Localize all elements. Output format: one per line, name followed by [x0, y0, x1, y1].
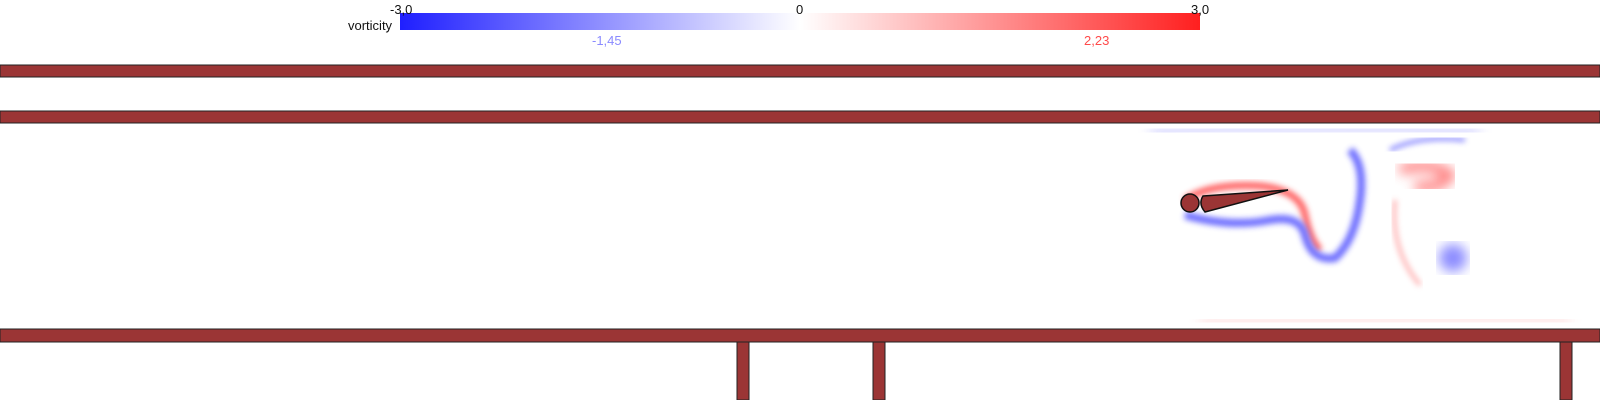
body-tail: [1200, 189, 1289, 213]
red-shear-layer: [1183, 182, 1323, 253]
upper-walls: [0, 64, 1600, 124]
blue-shear-layer: [1183, 147, 1366, 263]
wake-faint-bottom: [1199, 317, 1571, 324]
red-filament-lower: [1392, 199, 1422, 287]
vorticity-field: [1149, 126, 1571, 324]
support-middle: [872, 341, 886, 400]
lower-walls: [0, 328, 1600, 400]
colorbar-variable-label: vorticity: [348, 18, 393, 33]
support-left: [736, 341, 750, 400]
blue-vortex-lower: [1439, 244, 1467, 272]
support-right: [1559, 341, 1573, 400]
blue-filament-upper: [1389, 136, 1466, 152]
red-vortex-upper: [1398, 161, 1457, 192]
channel-top-wall: [0, 110, 1600, 124]
body-leading-edge: [1180, 193, 1200, 213]
wake-faint-top: [1149, 126, 1481, 135]
flapping-body: [1180, 189, 1289, 213]
top-wall: [0, 64, 1600, 78]
vorticity-colorbar: [400, 13, 1200, 30]
colorbar-gradient: [400, 13, 1200, 30]
colorbar-min-label: -3,0: [390, 2, 413, 17]
colorbar-current-min: -1,45: [592, 33, 622, 48]
channel-bottom-wall: [0, 328, 1600, 343]
colorbar-mid-label: 0: [796, 2, 804, 17]
colorbar-max-label: 3,0: [1191, 2, 1210, 17]
colorbar-current-max: 2,23: [1084, 33, 1110, 48]
